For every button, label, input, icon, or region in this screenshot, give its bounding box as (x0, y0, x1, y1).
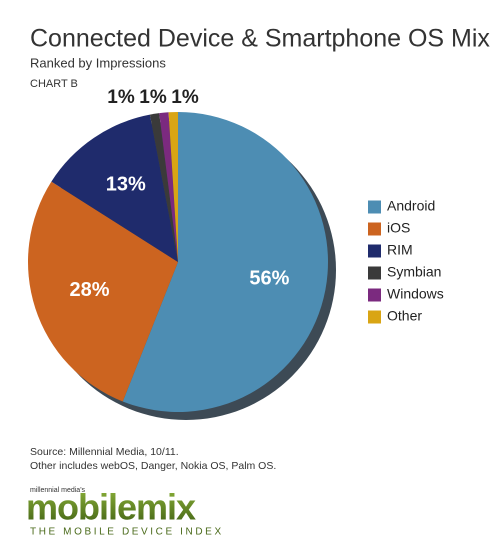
legend-label: Other (387, 308, 422, 324)
pie: 56%28%13%1% 1% 1% (28, 87, 328, 412)
legend: Android iOS RIM Symbian Windows Other (368, 198, 444, 324)
chart-title: Connected Device & Smartphone OS Mix (30, 25, 490, 53)
pie-slice (51, 114, 178, 262)
legend-label: RIM (387, 242, 413, 258)
note: Other includes webOS, Danger, Nokia OS, … (30, 460, 276, 472)
legend-swatch (368, 310, 381, 324)
legend-swatch (368, 266, 381, 280)
value-label: 1% (107, 87, 135, 108)
pie-slice (122, 112, 328, 412)
legend-label: Android (387, 198, 435, 214)
pie-slice (149, 113, 178, 262)
value-label: 1% (139, 87, 167, 108)
legend-label: Symbian (387, 264, 441, 280)
value-label: 13% (106, 173, 146, 195)
source: Source: Millennial Media, 10/11. (30, 446, 179, 458)
value-label: 1% (171, 87, 199, 108)
value-label: 56% (249, 268, 289, 290)
logo-subtitle: THE MOBILE DEVICE INDEX (30, 527, 224, 538)
logo-tagline: millennial media's (30, 487, 86, 494)
chart-label: CHART B (30, 78, 78, 90)
legend-swatch (368, 200, 381, 214)
legend-label: Windows (387, 286, 444, 302)
legend-label: iOS (387, 220, 410, 236)
pie-slice (159, 112, 178, 262)
pie-slice (28, 181, 179, 402)
legend-swatch (368, 244, 381, 258)
pie-slice (168, 112, 178, 262)
legend-swatch (368, 288, 381, 302)
logo-name: mobilemix (26, 487, 196, 528)
chart-subtitle: Ranked by Impressions (30, 55, 166, 70)
legend-swatch (368, 222, 381, 236)
value-label: 28% (70, 279, 110, 301)
